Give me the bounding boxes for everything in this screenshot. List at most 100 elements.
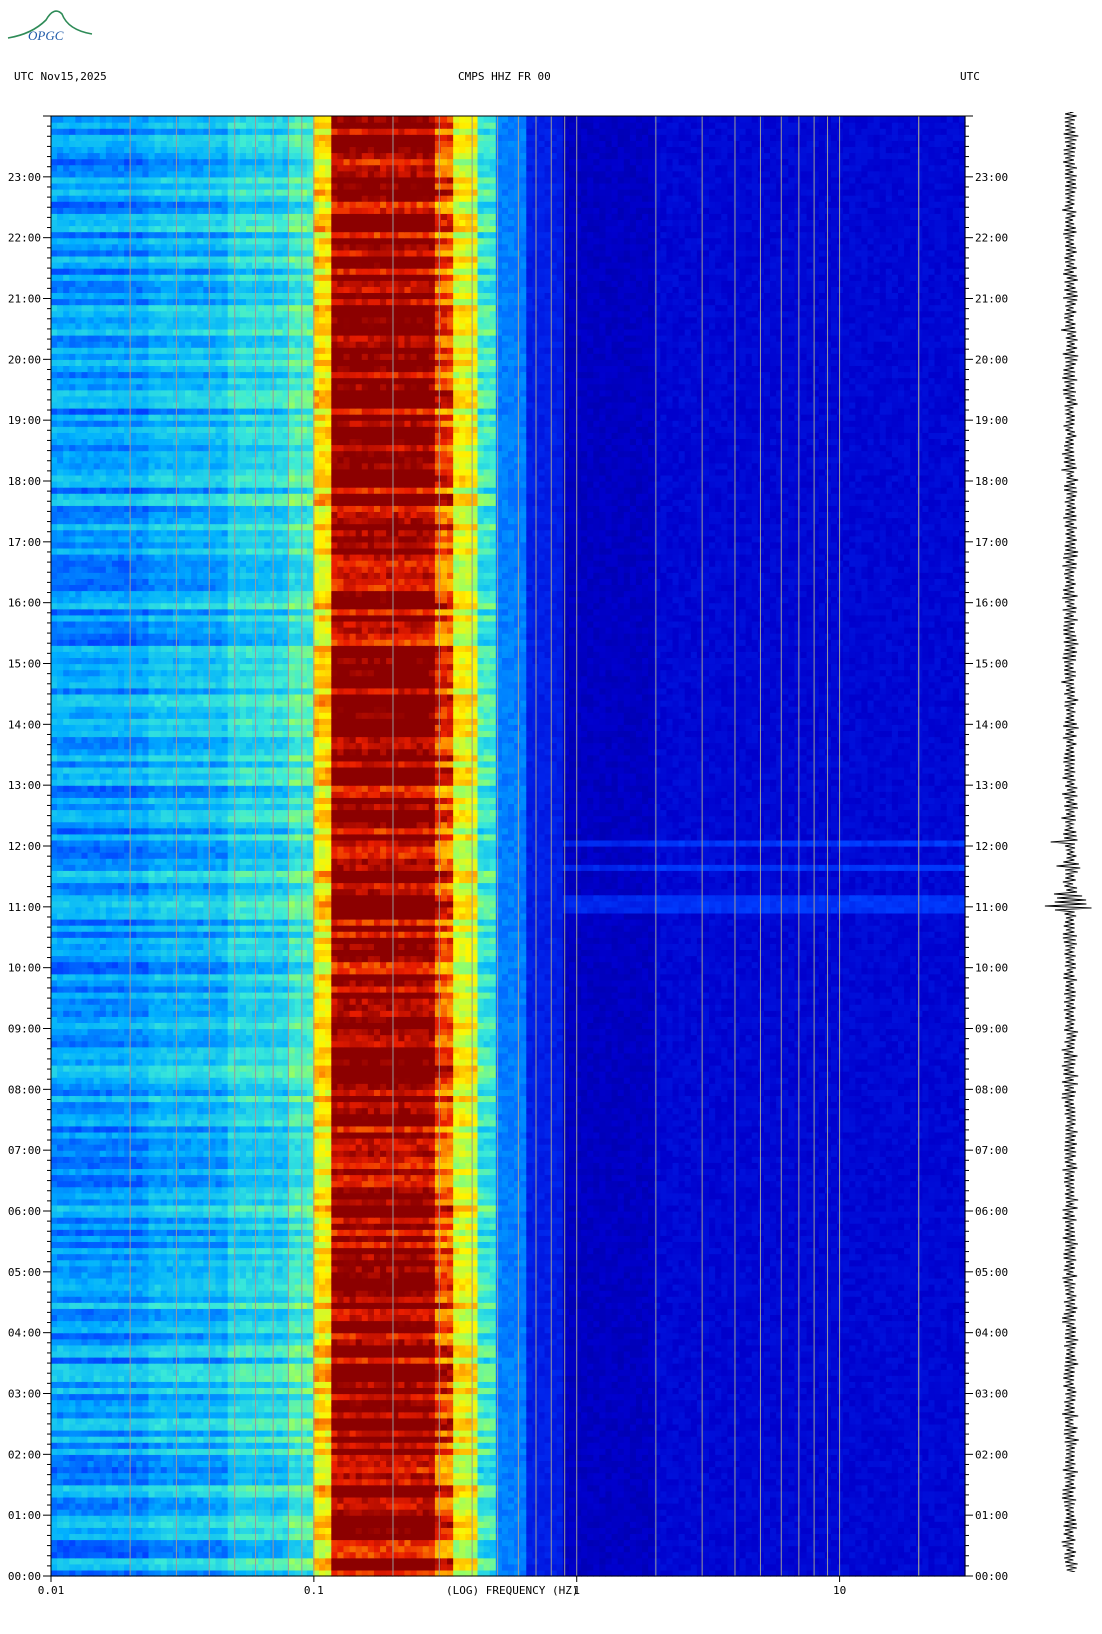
heatmap-cell: [764, 1533, 771, 1540]
heatmap-cell: [709, 1406, 716, 1413]
heatmap-cell: [526, 1424, 533, 1431]
heatmap-cell: [490, 1491, 497, 1498]
heatmap-cell: [673, 1436, 680, 1443]
heatmap-cell: [868, 1448, 875, 1455]
heatmap-cell: [752, 1564, 759, 1571]
heatmap-cell: [276, 1503, 283, 1510]
heatmap-cell: [289, 1473, 296, 1480]
heatmap-cell: [319, 1454, 326, 1461]
heatmap-cell: [892, 1448, 899, 1455]
heatmap-cell: [721, 1442, 728, 1449]
heatmap-cell: [216, 1394, 223, 1401]
heatmap-cell: [825, 1460, 832, 1467]
heatmap-cell: [209, 1400, 216, 1407]
heatmap-cell: [185, 1509, 192, 1516]
heatmap-cell: [843, 1387, 850, 1394]
heatmap-cell: [209, 1460, 216, 1467]
heatmap-cell: [258, 1515, 265, 1522]
heatmap-cell: [910, 1533, 917, 1540]
heatmap-cell: [429, 1436, 436, 1443]
heatmap-cell: [51, 1424, 58, 1431]
heatmap-cell: [703, 1473, 710, 1480]
heatmap-cell: [831, 1467, 838, 1474]
heatmap-cell: [508, 1454, 515, 1461]
heatmap-cell: [179, 1527, 186, 1534]
heatmap-cell: [289, 1442, 296, 1449]
heatmap-cell: [819, 1546, 826, 1553]
heatmap-cell: [514, 1527, 521, 1534]
heatmap-cell: [703, 1394, 710, 1401]
heatmap-cell: [429, 1387, 436, 1394]
heatmap-cell: [776, 1515, 783, 1522]
heatmap-cell: [81, 1424, 88, 1431]
heatmap-cell: [770, 1394, 777, 1401]
heatmap-cell: [654, 1418, 661, 1425]
heatmap-cell: [941, 1552, 948, 1559]
heatmap-cell: [605, 1412, 612, 1419]
heatmap-cell: [368, 1485, 375, 1492]
heatmap-cell: [356, 1503, 363, 1510]
heatmap-cell: [496, 1394, 503, 1401]
heatmap-cell: [831, 1515, 838, 1522]
heatmap-cell: [922, 1406, 929, 1413]
heatmap-cell: [721, 1412, 728, 1419]
heatmap-cell: [404, 1479, 411, 1486]
heatmap-cell: [618, 1497, 625, 1504]
heatmap-cell: [904, 1540, 911, 1547]
heatmap-cell: [490, 1436, 497, 1443]
heatmap-cell: [831, 1454, 838, 1461]
heatmap-cell: [587, 1552, 594, 1559]
heatmap-cell: [81, 1430, 88, 1437]
heatmap-cell: [788, 1552, 795, 1559]
heatmap-cell: [319, 1503, 326, 1510]
heatmap-cell: [868, 1479, 875, 1486]
heatmap-cell: [496, 1527, 503, 1534]
heatmap-cell: [197, 1509, 204, 1516]
heatmap-cell: [179, 1485, 186, 1492]
heatmap-cell: [258, 1442, 265, 1449]
heatmap-cell: [605, 1491, 612, 1498]
heatmap-cell: [453, 1467, 460, 1474]
heatmap-cell: [343, 1454, 350, 1461]
heatmap-cell: [496, 1412, 503, 1419]
heatmap-cell: [484, 1387, 491, 1394]
heatmap-cell: [752, 1406, 759, 1413]
heatmap-cell: [289, 1467, 296, 1474]
heatmap-cell: [100, 1436, 107, 1443]
heatmap-cell: [112, 1394, 119, 1401]
heatmap-cell: [228, 1412, 235, 1419]
heatmap-cell: [75, 1394, 82, 1401]
heatmap-cell: [264, 1387, 271, 1394]
heatmap-cell: [673, 1460, 680, 1467]
heatmap-cell: [569, 1491, 576, 1498]
heatmap-cell: [429, 1479, 436, 1486]
heatmap-cell: [197, 1497, 204, 1504]
heatmap-cell: [118, 1503, 125, 1510]
heatmap-cell: [81, 1491, 88, 1498]
heatmap-cell: [691, 1430, 698, 1437]
heatmap-cell: [557, 1387, 564, 1394]
heatmap-cell: [715, 1546, 722, 1553]
heatmap-cell: [270, 1497, 277, 1504]
heatmap-cell: [886, 1546, 893, 1553]
heatmap-cell: [441, 1460, 448, 1467]
heatmap-cell: [575, 1387, 582, 1394]
heatmap-cell: [922, 1436, 929, 1443]
heatmap-cell: [831, 1442, 838, 1449]
heatmap-cell: [161, 1436, 168, 1443]
heatmap-cell: [502, 1485, 509, 1492]
heatmap-cell: [691, 1509, 698, 1516]
heatmap-cell: [368, 1394, 375, 1401]
heatmap-cell: [258, 1564, 265, 1571]
heatmap-cell: [666, 1552, 673, 1559]
heatmap-cell: [270, 1387, 277, 1394]
heatmap-cell: [307, 1564, 314, 1571]
heatmap-cell: [691, 1412, 698, 1419]
heatmap-cell: [922, 1497, 929, 1504]
heatmap-cell: [660, 1387, 667, 1394]
heatmap-cell: [142, 1400, 149, 1407]
heatmap-cell: [423, 1387, 430, 1394]
heatmap-cell: [886, 1533, 893, 1540]
heatmap-cell: [386, 1509, 393, 1516]
heatmap-cell: [715, 1485, 722, 1492]
